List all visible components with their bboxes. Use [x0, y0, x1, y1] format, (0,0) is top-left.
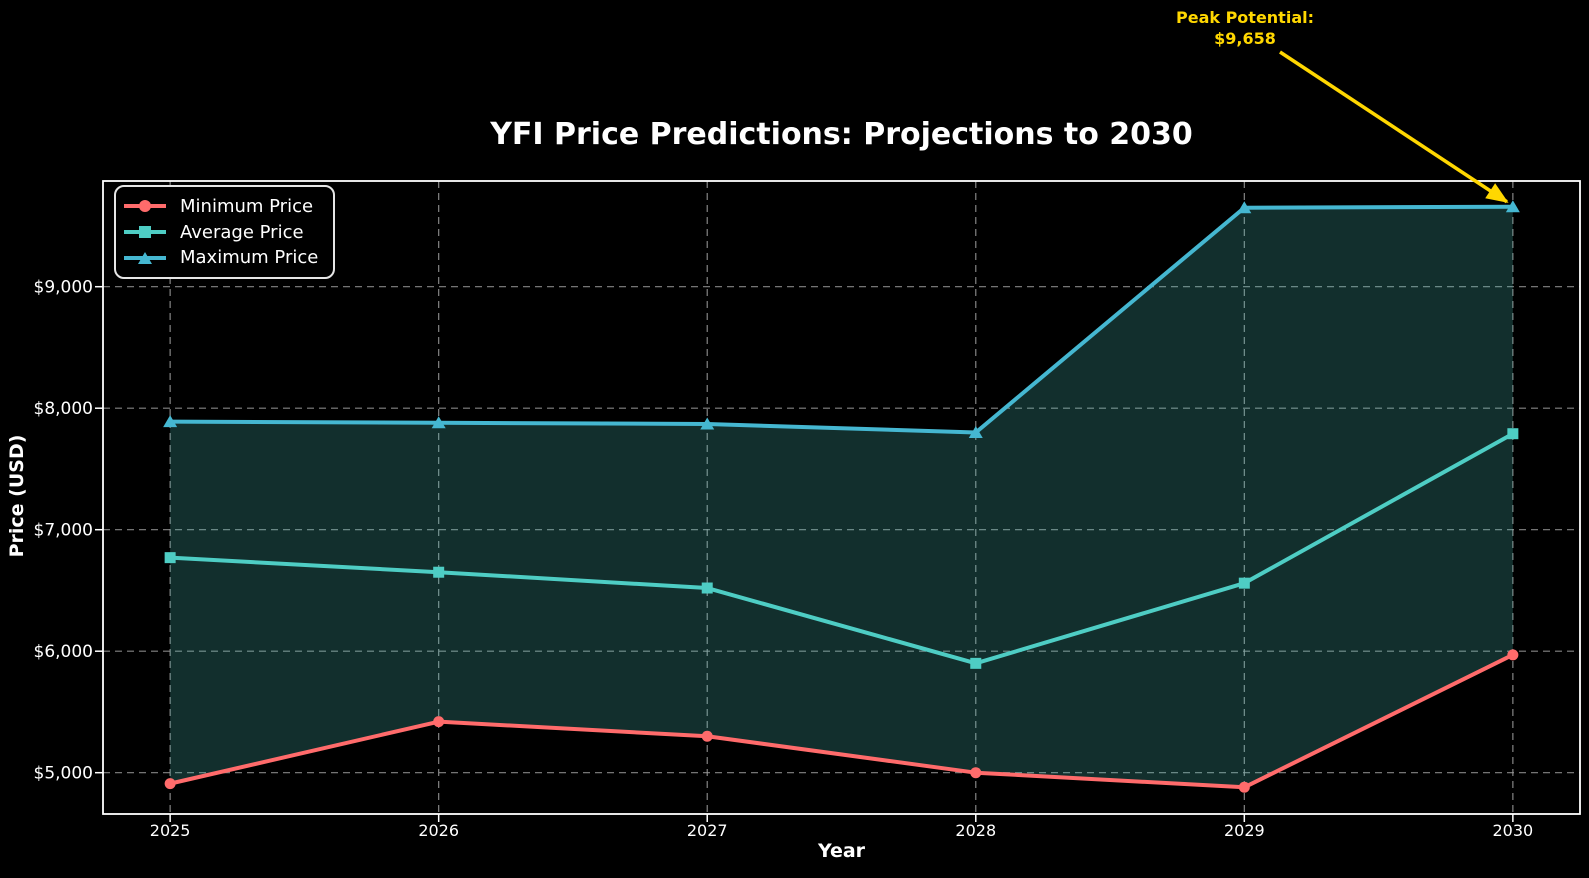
legend-item-minimum-price: Minimum Price [124, 196, 325, 217]
maximum-price-point-2029 [1237, 201, 1252, 214]
minimum-price-line-circle-marker-icon [124, 199, 166, 213]
circle-marker-icon [139, 200, 151, 213]
minimum-price-point-2025 [164, 778, 176, 790]
x-tick-label-2025: 2025 [150, 821, 191, 840]
x-tick-label-2027: 2027 [687, 821, 728, 840]
minimum-price-point-2028 [970, 767, 982, 779]
y-tick-label-5000: $5,000 [34, 764, 93, 784]
legend-item-average-price: Average Price [124, 222, 325, 243]
minimum-price-point-2030 [1507, 649, 1519, 661]
peak-annotation: Peak Potential: $9,658 [1145, 7, 1345, 49]
minimum-price-point-2026 [433, 716, 445, 728]
x-tick-label-2029: 2029 [1224, 821, 1265, 840]
x-tick-label-2026: 2026 [418, 821, 459, 840]
y-tick-label-7000: $7,000 [34, 521, 93, 541]
maximum-price-point-2027 [700, 417, 715, 430]
legend-label: Average Price [180, 221, 304, 243]
minimum-price-point-2029 [1238, 781, 1250, 793]
maximum-price-point-2025 [163, 415, 178, 428]
x-axis-label: Year [817, 840, 866, 862]
legend-label: Maximum Price [180, 247, 319, 269]
maximum-price-point-2028 [968, 425, 983, 438]
square-marker-icon [139, 226, 151, 238]
legend-item-maximum-price: Maximum Price [124, 247, 325, 268]
annotation-arrow [1279, 50, 1509, 204]
x-tick-label-2030: 2030 [1493, 821, 1534, 840]
average-price-point-2026 [433, 566, 445, 578]
maximum-price-point-2026 [431, 416, 446, 429]
average-price-point-2028 [970, 657, 982, 669]
average-price-line [168, 431, 1515, 666]
average-price-line-square-marker-icon [124, 225, 166, 239]
minimum-price-line [168, 652, 1515, 790]
triangle-marker-icon [138, 251, 152, 264]
maximum-price-line-triangle-marker-icon [124, 251, 166, 265]
average-price-point-2030 [1507, 428, 1519, 440]
average-price-point-2029 [1238, 577, 1250, 589]
minimum-price-point-2027 [701, 730, 713, 742]
y-tick-label-9000: $9,000 [34, 278, 93, 298]
average-price-point-2025 [164, 552, 176, 564]
y-tick-label-8000: $8,000 [34, 399, 93, 419]
legend-label: Minimum Price [180, 195, 314, 217]
x-tick-label-2028: 2028 [955, 821, 996, 840]
legend: Minimum Price Average Price Maximum Pric… [114, 185, 335, 279]
maximum-price-line [168, 204, 1515, 435]
chart-title: YFI Price Predictions: Projections to 20… [490, 117, 1193, 152]
min-max-range-band [170, 206, 1513, 788]
average-price-point-2027 [701, 582, 713, 594]
y-axis-label: Price (USD) [6, 434, 28, 558]
peak-annotation-label: Peak Potential: [1175, 8, 1314, 27]
plot-border [102, 180, 1581, 815]
peak-annotation-value: $9,658 [1214, 29, 1276, 48]
maximum-price-point-2030 [1505, 200, 1520, 213]
y-tick-label-6000: $6,000 [34, 642, 93, 662]
